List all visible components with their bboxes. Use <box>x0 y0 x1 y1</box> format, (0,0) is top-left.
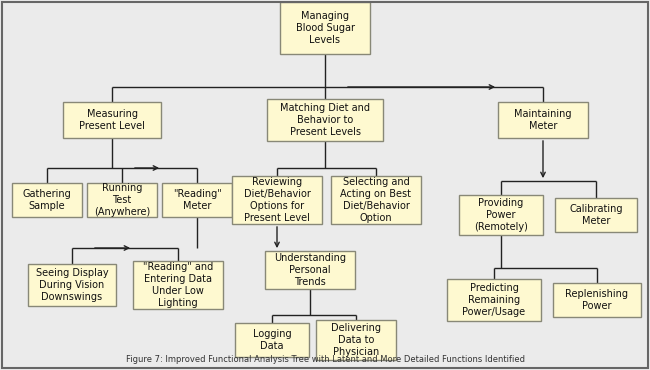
FancyBboxPatch shape <box>235 323 309 357</box>
FancyBboxPatch shape <box>267 99 383 141</box>
FancyBboxPatch shape <box>447 279 541 321</box>
FancyBboxPatch shape <box>12 183 82 217</box>
Text: Gathering
Sample: Gathering Sample <box>23 189 72 211</box>
Text: "Reading" and
Entering Data
Under Low
Lighting: "Reading" and Entering Data Under Low Li… <box>143 262 213 308</box>
FancyBboxPatch shape <box>28 264 116 306</box>
FancyBboxPatch shape <box>555 198 637 232</box>
FancyBboxPatch shape <box>162 183 232 217</box>
Text: Matching Diet and
Behavior to
Present Levels: Matching Diet and Behavior to Present Le… <box>280 103 370 137</box>
FancyBboxPatch shape <box>133 261 223 309</box>
Text: Running
Test
(Anywhere): Running Test (Anywhere) <box>94 183 150 217</box>
FancyBboxPatch shape <box>553 283 641 317</box>
FancyBboxPatch shape <box>87 183 157 217</box>
Text: Replenishing
Power: Replenishing Power <box>566 289 629 311</box>
Text: Managing
Blood Sugar
Levels: Managing Blood Sugar Levels <box>296 11 354 45</box>
Text: Predicting
Remaining
Power/Usage: Predicting Remaining Power/Usage <box>462 283 526 317</box>
Text: "Reading"
Meter: "Reading" Meter <box>173 189 222 211</box>
Text: Measuring
Present Level: Measuring Present Level <box>79 109 145 131</box>
Text: Delivering
Data to
Physician: Delivering Data to Physician <box>331 323 381 357</box>
FancyBboxPatch shape <box>232 176 322 224</box>
FancyBboxPatch shape <box>459 195 543 235</box>
FancyBboxPatch shape <box>63 102 161 138</box>
FancyBboxPatch shape <box>316 320 396 360</box>
Text: Figure 7: Improved Functional Analysis Tree with Latent and More Detailed Functi: Figure 7: Improved Functional Analysis T… <box>125 355 525 364</box>
FancyBboxPatch shape <box>280 2 370 54</box>
Text: Providing
Power
(Remotely): Providing Power (Remotely) <box>474 198 528 232</box>
Text: Calibrating
Meter: Calibrating Meter <box>569 204 623 226</box>
Text: Selecting and
Acting on Best
Diet/Behavior
Option: Selecting and Acting on Best Diet/Behavi… <box>341 177 411 223</box>
FancyBboxPatch shape <box>265 251 355 289</box>
Text: Understanding
Personal
Trends: Understanding Personal Trends <box>274 253 346 287</box>
Text: Seeing Display
During Vision
Downswings: Seeing Display During Vision Downswings <box>36 268 109 302</box>
Text: Logging
Data: Logging Data <box>253 329 291 351</box>
Text: Maintaining
Meter: Maintaining Meter <box>514 109 572 131</box>
FancyBboxPatch shape <box>498 102 588 138</box>
Text: Reviewing
Diet/Behavior
Options for
Present Level: Reviewing Diet/Behavior Options for Pres… <box>244 177 311 223</box>
FancyBboxPatch shape <box>331 176 421 224</box>
